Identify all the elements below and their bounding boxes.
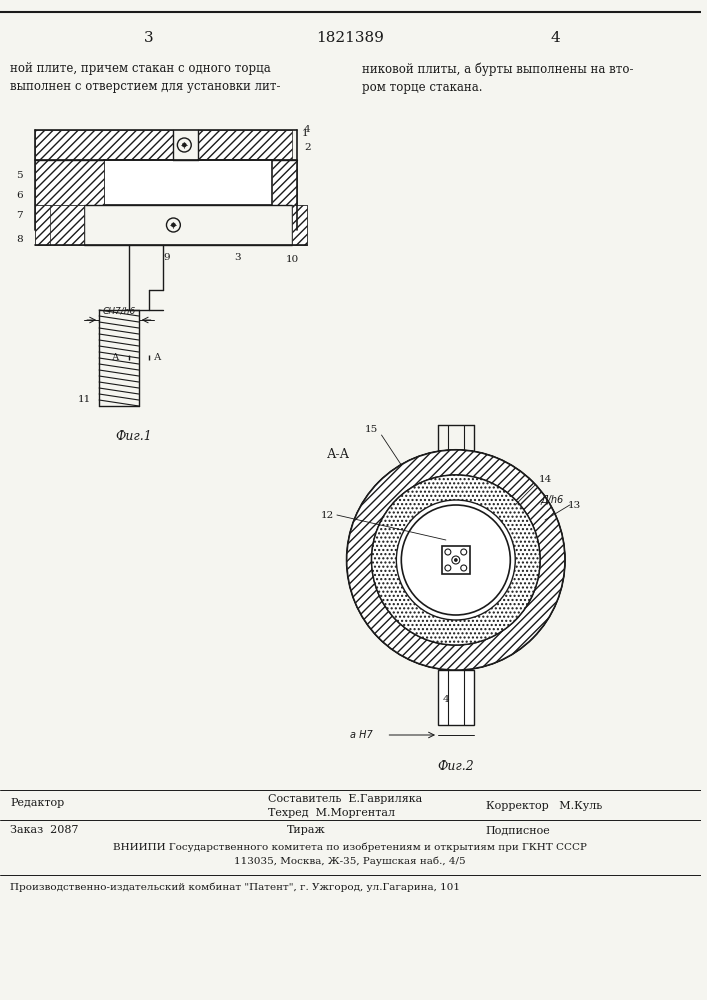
Wedge shape	[347, 450, 565, 670]
Bar	[442, 546, 469, 574]
Text: 12: 12	[320, 510, 334, 520]
Circle shape	[182, 143, 186, 147]
Wedge shape	[372, 475, 540, 645]
Bar	[35, 205, 49, 245]
Text: Подписное: Подписное	[486, 825, 550, 835]
Text: 4: 4	[550, 31, 560, 45]
Text: Заказ  2087: Заказ 2087	[10, 825, 78, 835]
Text: Составитель  Е.Гавриляка: Составитель Е.Гавриляка	[267, 794, 422, 804]
Bar	[198, 130, 292, 160]
Text: 15: 15	[365, 426, 378, 434]
Bar	[84, 205, 292, 245]
Circle shape	[171, 223, 175, 227]
Text: 7: 7	[16, 211, 23, 220]
Circle shape	[372, 475, 540, 645]
Bar	[292, 205, 307, 245]
Text: ной плите, причем стакан с одного торца
выполнен с отверстием для установки лит-: ной плите, причем стакан с одного торца …	[10, 62, 281, 93]
Text: 4: 4	[304, 125, 310, 134]
Text: 5: 5	[16, 170, 23, 180]
Text: 1: 1	[302, 128, 308, 137]
Circle shape	[347, 450, 565, 670]
Text: Корректор   М.Куль: Корректор М.Куль	[486, 801, 602, 811]
Text: А: А	[112, 354, 119, 362]
Text: А-А: А-А	[327, 448, 350, 462]
Text: 4: 4	[443, 696, 449, 704]
Text: 6: 6	[16, 190, 23, 200]
Text: 11: 11	[78, 395, 91, 404]
Text: 3: 3	[144, 31, 153, 45]
Text: Тираж: Тираж	[287, 825, 326, 835]
Bar	[35, 130, 173, 160]
Text: ВНИИПИ Государственного комитета по изобретениям и открытиям при ГКНТ СССР: ВНИИПИ Государственного комитета по изоб…	[113, 842, 587, 852]
Text: СН7/h6: СН7/h6	[103, 306, 136, 315]
Text: Производственно-издательский комбинат "Патент", г. Ужгород, ул.Гагарина, 101: Производственно-издательский комбинат "П…	[10, 882, 460, 892]
Text: А: А	[153, 354, 161, 362]
Text: Редактор: Редактор	[10, 798, 64, 808]
Text: 3: 3	[235, 253, 241, 262]
Bar	[272, 160, 297, 205]
Text: Д/h6: Д/h6	[540, 495, 563, 505]
Text: 13: 13	[568, 500, 581, 510]
Text: 14: 14	[538, 476, 551, 485]
Text: 8: 8	[16, 235, 23, 244]
Text: 10: 10	[286, 255, 299, 264]
Bar	[35, 160, 104, 205]
Text: Техред  М.Моргентал: Техред М.Моргентал	[267, 808, 395, 818]
Text: а Н7: а Н7	[350, 730, 373, 740]
Text: 1821389: 1821389	[316, 31, 384, 45]
Bar	[438, 670, 474, 725]
Text: 9: 9	[163, 253, 170, 262]
Text: 2: 2	[304, 143, 310, 152]
Circle shape	[455, 558, 457, 562]
Bar	[35, 205, 84, 245]
Circle shape	[402, 505, 510, 615]
Text: 113035, Москва, Ж-35, Раушская наб., 4/5: 113035, Москва, Ж-35, Раушская наб., 4/5	[234, 857, 466, 866]
Text: никовой плиты, а бурты выполнены на вто-
ром торце стакана.: никовой плиты, а бурты выполнены на вто-…	[362, 62, 633, 94]
Text: Фиг.2: Фиг.2	[438, 760, 474, 773]
Bar	[104, 160, 272, 205]
Text: Фиг.1: Фиг.1	[115, 430, 152, 443]
Bar	[292, 205, 307, 245]
